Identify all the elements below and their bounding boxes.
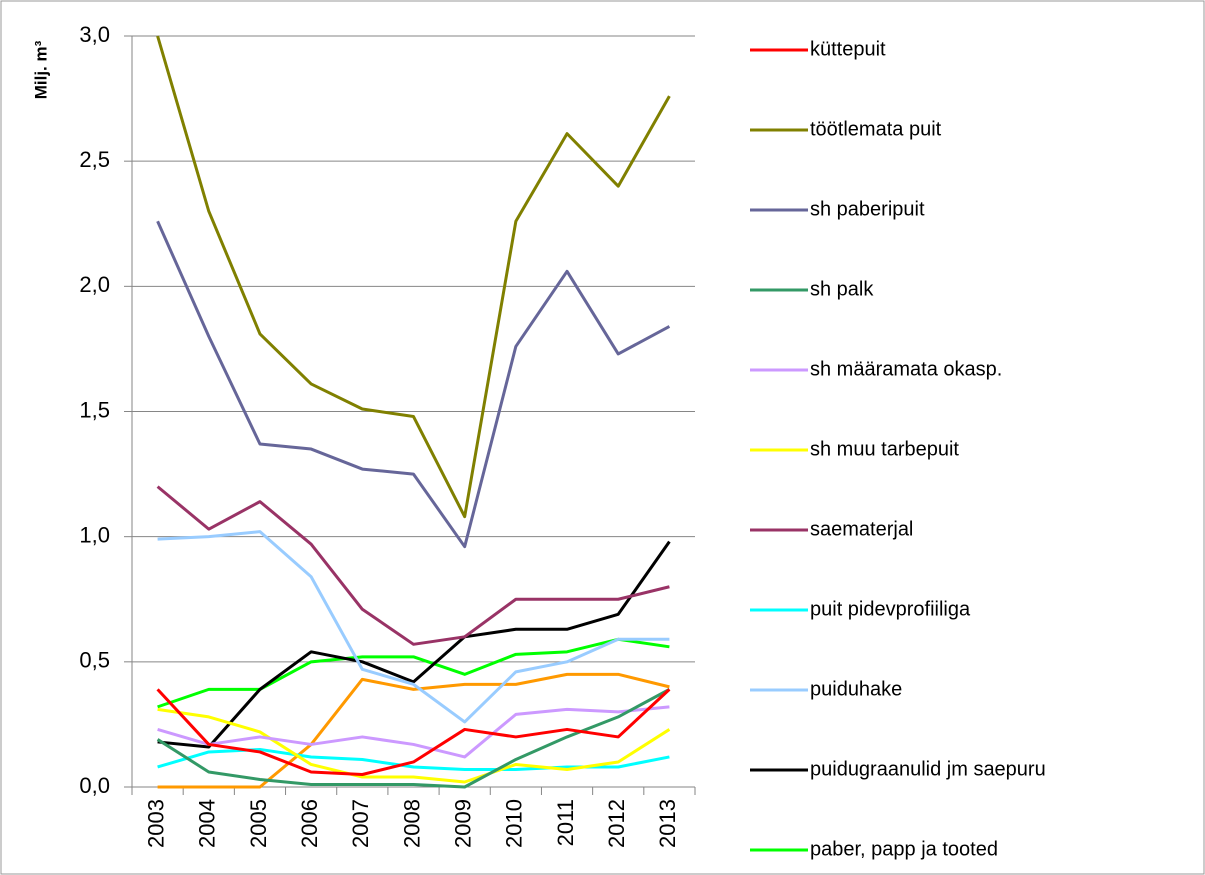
series-line bbox=[157, 637, 670, 709]
legend-label: töötlemata puit bbox=[810, 118, 942, 140]
legend-label: puit pidevprofiiliga bbox=[810, 598, 971, 620]
series-line bbox=[156, 688, 671, 776]
x-tick-label: 2009 bbox=[450, 799, 475, 848]
legend-label: sh palk bbox=[810, 278, 874, 300]
x-tick-label: 2010 bbox=[502, 799, 527, 848]
series-line bbox=[156, 485, 670, 646]
x-tick-label: 2004 bbox=[195, 799, 220, 848]
y-tick-label: 2,5 bbox=[79, 147, 110, 172]
y-tick-label: 2,0 bbox=[79, 272, 110, 297]
legend-label: sh määramata okasp. bbox=[810, 358, 1002, 380]
series-line bbox=[157, 540, 671, 749]
legend-label: puidugraanulid jm saepuru bbox=[810, 758, 1046, 780]
x-tick-label: 2005 bbox=[246, 799, 271, 848]
legend-label: paber, papp ja tooted bbox=[810, 838, 998, 860]
y-tick-label: 1,5 bbox=[79, 397, 110, 422]
x-tick-label: 2012 bbox=[604, 799, 629, 848]
x-tick-label: 2006 bbox=[297, 799, 322, 848]
legend-label: sh paberipuit bbox=[810, 198, 925, 220]
legend-label: puiduhake bbox=[810, 678, 902, 700]
x-tick-label: 2008 bbox=[399, 799, 424, 848]
series-line bbox=[157, 672, 670, 789]
y-tick-label: 0,5 bbox=[79, 648, 110, 673]
x-tick-label: 2007 bbox=[348, 799, 373, 848]
series-line bbox=[157, 530, 670, 724]
series-line bbox=[156, 220, 671, 549]
y-tick-label: 1,0 bbox=[79, 522, 110, 547]
y-tick-label: 3,0 bbox=[79, 22, 110, 47]
series-line bbox=[156, 688, 671, 789]
legend-label: küttepuit bbox=[810, 38, 886, 60]
legend-label: saematerjal bbox=[810, 518, 913, 540]
y-axis-label: Milj. m³ bbox=[31, 40, 50, 99]
x-tick-label: 2003 bbox=[143, 799, 168, 848]
series-line bbox=[156, 35, 671, 519]
series-line bbox=[157, 707, 671, 784]
series-line bbox=[157, 705, 670, 759]
y-tick-label: 0,0 bbox=[79, 773, 110, 798]
x-tick-label: 2011 bbox=[553, 799, 578, 846]
legend-label: sh muu tarbepuit bbox=[810, 438, 959, 460]
x-tick-label: 2013 bbox=[655, 799, 680, 848]
